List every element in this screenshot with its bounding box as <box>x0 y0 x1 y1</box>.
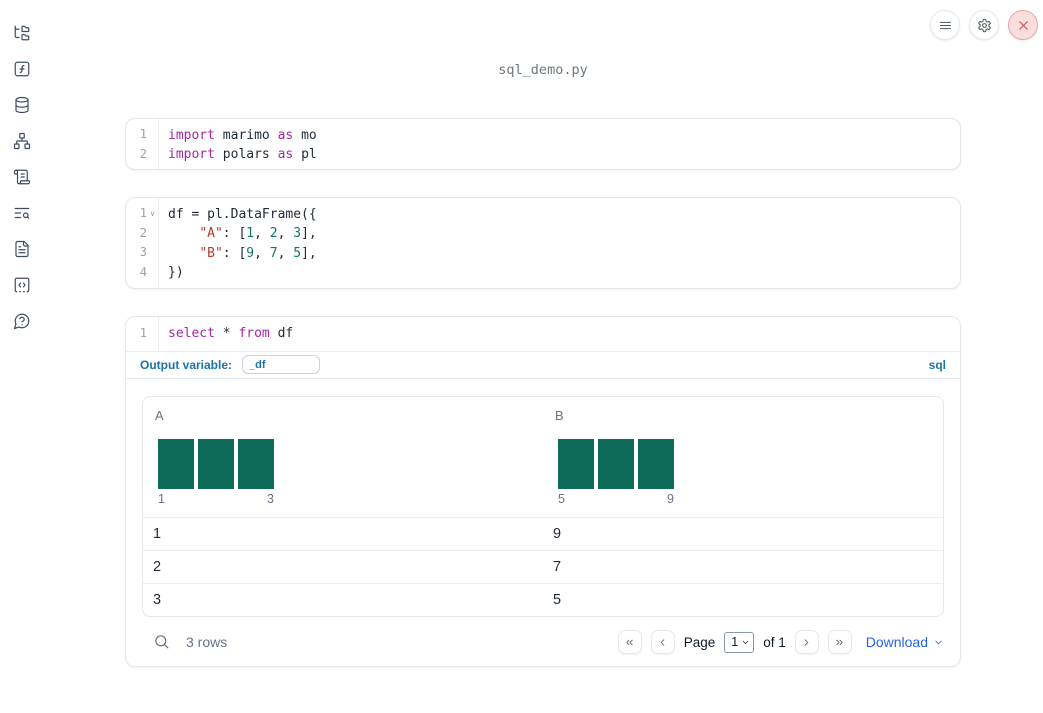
chevrons-right-icon <box>836 639 843 645</box>
next-page-button[interactable] <box>794 630 819 654</box>
close-icon[interactable] <box>1008 10 1038 40</box>
column-summary-b: B 5 9 <box>543 397 943 517</box>
histogram-bar[interactable] <box>238 438 274 489</box>
first-page-button[interactable] <box>617 630 642 654</box>
code-line[interactable]: df = pl.DataFrame({ <box>168 206 317 222</box>
chevron-down-icon <box>743 640 749 644</box>
chevron-down-icon <box>935 640 942 644</box>
line-numbers: 1 <box>126 317 159 351</box>
histogram <box>158 438 274 489</box>
table-cell: 3 <box>153 591 162 608</box>
chevron-left-icon <box>660 638 665 646</box>
cell-output: A 1 3 B 5 9 <box>126 379 960 667</box>
table-cell: 9 <box>553 525 562 542</box>
code-editor[interactable]: import marimo as mo import polars as pl <box>159 119 317 169</box>
help-bubble-icon[interactable] <box>11 312 33 330</box>
database-icon[interactable] <box>11 96 33 114</box>
line-number: 2 <box>139 225 147 240</box>
language-badge[interactable]: sql <box>928 357 946 372</box>
file-tree-icon[interactable] <box>11 24 33 42</box>
row-count: 3 rows <box>186 634 228 650</box>
sql-cell: 1 select * from df Output variable: sql … <box>125 316 961 667</box>
page-label: Page <box>683 634 716 650</box>
code-editor[interactable]: select * from df <box>159 317 293 351</box>
pagination: Page 1 of 1 <box>617 630 852 654</box>
histogram-bar[interactable] <box>198 438 234 489</box>
helper-panel-sidebar <box>0 0 44 713</box>
line-number: 2 <box>139 146 147 161</box>
hist-min-label: 5 <box>558 491 565 506</box>
code-line[interactable]: select * from df <box>168 326 294 341</box>
table-cell: 2 <box>153 558 162 575</box>
table-footer: 3 rows Page 1 of 1 <box>142 617 944 667</box>
document-icon[interactable] <box>11 240 33 258</box>
sql-editor[interactable]: 1 select * from df <box>126 317 960 352</box>
code-snippets-icon[interactable] <box>11 276 33 294</box>
search-icon[interactable] <box>152 633 170 651</box>
dataframe-table: A 1 3 B 5 9 <box>142 395 944 617</box>
code-editor[interactable]: df = pl.DataFrame({ "A": [1, 2, 3], "B":… <box>159 198 317 288</box>
page-total-label: of 1 <box>763 634 786 650</box>
line-number: 1 <box>139 127 147 141</box>
code-line[interactable]: "B": [9, 7, 5], <box>199 245 317 261</box>
histogram-bar[interactable] <box>158 438 194 489</box>
download-button[interactable]: Download <box>866 634 944 650</box>
gear-icon[interactable] <box>969 10 999 40</box>
column-summary-a: A 1 3 <box>143 397 543 517</box>
previous-page-button[interactable] <box>650 630 675 654</box>
line-number: 1 <box>139 326 147 340</box>
histogram-bar[interactable] <box>638 438 674 489</box>
code-line[interactable]: "A": [1, 2, 3], <box>199 226 317 241</box>
page-select-value: 1 <box>731 635 739 649</box>
chevron-right-icon <box>804 638 809 646</box>
code-cell-dataframe[interactable]: 1 ∨ 2 3 4 df = pl.DataFrame({ "A": [1, 2, 3]… <box>125 197 961 289</box>
table-cell: 1 <box>153 525 162 542</box>
column-header: B <box>555 407 564 423</box>
output-variable-label: Output variable: <box>140 357 233 372</box>
notebook-actions <box>930 10 1038 40</box>
text-search-icon[interactable] <box>11 204 33 222</box>
histogram-bar[interactable] <box>558 438 594 489</box>
table-cell: 5 <box>553 591 562 608</box>
notebook-filename: sql_demo.py <box>498 62 588 78</box>
histogram <box>558 438 674 489</box>
line-number: 3 <box>139 245 147 259</box>
column-summary-row: A 1 3 B 5 9 <box>143 397 943 517</box>
output-variable-row: Output variable: sql <box>126 352 960 379</box>
chevrons-left-icon <box>626 639 633 645</box>
output-variable-input[interactable] <box>242 355 321 374</box>
hist-min-label: 1 <box>158 491 165 506</box>
line-numbers: 1 ∨ 2 3 4 <box>126 198 159 288</box>
menu-icon[interactable] <box>930 10 960 40</box>
column-header: A <box>155 407 164 423</box>
last-page-button[interactable] <box>827 630 852 654</box>
hist-max-label: 9 <box>667 491 674 506</box>
histogram-bar[interactable] <box>598 438 634 489</box>
function-square-icon[interactable] <box>11 60 33 78</box>
page-select[interactable]: 1 <box>724 631 755 653</box>
line-number: 1 <box>139 206 147 220</box>
table-cell: 7 <box>553 558 562 575</box>
dependency-graph-icon[interactable] <box>11 132 33 150</box>
download-label: Download <box>865 634 928 650</box>
code-line[interactable]: import marimo as mo <box>168 127 317 143</box>
code-line[interactable]: import polars as pl <box>168 147 317 162</box>
line-number: 4 <box>139 264 147 279</box>
hist-max-label: 3 <box>267 491 274 506</box>
code-line[interactable]: }) <box>168 265 184 280</box>
fold-chevron-icon[interactable]: ∨ <box>149 209 156 218</box>
scroll-icon[interactable] <box>11 168 33 186</box>
